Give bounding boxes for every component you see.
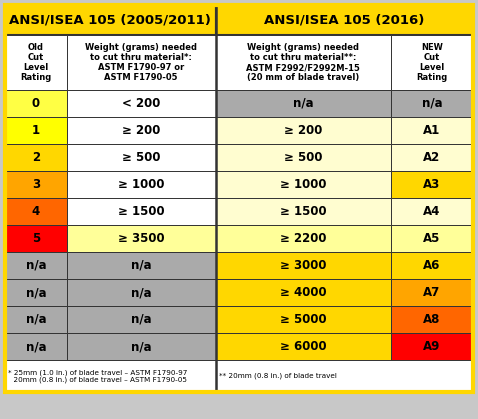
Bar — [5, 117, 67, 144]
Bar — [5, 333, 67, 360]
Bar — [67, 225, 216, 252]
Bar — [216, 306, 391, 333]
Text: n/a: n/a — [131, 286, 152, 299]
Bar — [5, 90, 67, 117]
Bar — [216, 360, 473, 392]
Text: A8: A8 — [424, 313, 441, 326]
Bar — [5, 225, 67, 252]
Bar — [67, 306, 216, 333]
Text: ≥ 1500: ≥ 1500 — [280, 205, 326, 218]
Bar — [216, 333, 391, 360]
Text: ≥ 1000: ≥ 1000 — [280, 178, 326, 191]
Bar — [391, 144, 473, 171]
Text: ** 20mm (0.8 in.) of blade travel: ** 20mm (0.8 in.) of blade travel — [218, 373, 337, 379]
Text: < 200: < 200 — [122, 97, 161, 110]
Text: n/a: n/a — [422, 97, 442, 110]
Bar — [67, 252, 216, 279]
Bar — [5, 306, 67, 333]
Text: n/a: n/a — [131, 259, 152, 272]
Text: A6: A6 — [424, 259, 441, 272]
Bar — [67, 117, 216, 144]
Text: A5: A5 — [424, 232, 441, 245]
Text: ≥ 6000: ≥ 6000 — [280, 340, 326, 353]
Bar — [5, 360, 216, 392]
Text: ≥ 500: ≥ 500 — [284, 151, 323, 164]
Bar — [5, 5, 216, 35]
Text: A7: A7 — [424, 286, 441, 299]
Text: n/a: n/a — [131, 340, 152, 353]
Text: * 25mm (1.0 in.) of blade travel – ASTM F1790-97
  20mm (0.8 in.) of blade trave: * 25mm (1.0 in.) of blade travel – ASTM … — [8, 369, 187, 383]
Bar — [391, 333, 473, 360]
Bar — [5, 35, 67, 90]
Text: 1: 1 — [32, 124, 40, 137]
Bar — [391, 279, 473, 306]
Text: ≥ 200: ≥ 200 — [284, 124, 323, 137]
Bar — [216, 117, 391, 144]
Bar — [5, 198, 67, 225]
Bar — [67, 90, 216, 117]
Text: ≥ 200: ≥ 200 — [122, 124, 161, 137]
Text: ANSI/ISEA 105 (2016): ANSI/ISEA 105 (2016) — [264, 13, 424, 26]
Text: ≥ 3000: ≥ 3000 — [280, 259, 326, 272]
Text: Weight (grams) needed
to cut thru material*:
ASTM F1790-97 or
ASTM F1790-05: Weight (grams) needed to cut thru materi… — [85, 43, 197, 82]
Bar — [67, 279, 216, 306]
Text: 2: 2 — [32, 151, 40, 164]
Text: ≥ 1000: ≥ 1000 — [118, 178, 164, 191]
Bar — [67, 198, 216, 225]
Bar — [5, 252, 67, 279]
Bar — [5, 144, 67, 171]
Text: ANSI/ISEA 105 (2005/2011): ANSI/ISEA 105 (2005/2011) — [10, 13, 211, 26]
Bar — [216, 90, 391, 117]
Text: 5: 5 — [32, 232, 40, 245]
Text: A9: A9 — [424, 340, 441, 353]
Text: ≥ 5000: ≥ 5000 — [280, 313, 326, 326]
Bar — [216, 252, 391, 279]
Bar — [216, 279, 391, 306]
Text: n/a: n/a — [26, 313, 46, 326]
Bar — [391, 198, 473, 225]
Bar — [67, 144, 216, 171]
Bar — [67, 35, 216, 90]
Text: 3: 3 — [32, 178, 40, 191]
Text: NEW
Cut
Level
Rating: NEW Cut Level Rating — [416, 43, 448, 82]
Bar — [216, 225, 391, 252]
Bar — [391, 35, 473, 90]
Bar — [67, 333, 216, 360]
Text: n/a: n/a — [131, 313, 152, 326]
Text: Old
Cut
Level
Rating: Old Cut Level Rating — [20, 43, 52, 82]
Bar — [391, 117, 473, 144]
Text: ≥ 1500: ≥ 1500 — [118, 205, 164, 218]
Bar — [5, 171, 67, 198]
Text: ≥ 500: ≥ 500 — [122, 151, 161, 164]
Text: A1: A1 — [424, 124, 441, 137]
Bar — [67, 171, 216, 198]
Text: Weight (grams) needed
to cut thru material**:
ASTM F2992/F2992M-15
(20 mm of bla: Weight (grams) needed to cut thru materi… — [247, 43, 360, 82]
Text: n/a: n/a — [26, 340, 46, 353]
Text: ≥ 2200: ≥ 2200 — [280, 232, 326, 245]
Text: A4: A4 — [424, 205, 441, 218]
Bar — [216, 144, 391, 171]
Bar — [5, 279, 67, 306]
Bar — [391, 171, 473, 198]
Bar — [216, 198, 391, 225]
Text: n/a: n/a — [293, 97, 314, 110]
Bar — [391, 306, 473, 333]
Text: ≥ 4000: ≥ 4000 — [280, 286, 326, 299]
Text: n/a: n/a — [26, 286, 46, 299]
Bar — [391, 90, 473, 117]
Text: 4: 4 — [32, 205, 40, 218]
Text: ≥ 3500: ≥ 3500 — [118, 232, 164, 245]
Bar — [216, 5, 473, 35]
Text: A2: A2 — [424, 151, 441, 164]
Bar — [216, 35, 391, 90]
Bar — [391, 252, 473, 279]
Text: n/a: n/a — [26, 259, 46, 272]
Text: A3: A3 — [424, 178, 441, 191]
Bar — [391, 225, 473, 252]
Bar — [216, 171, 391, 198]
Text: 0: 0 — [32, 97, 40, 110]
